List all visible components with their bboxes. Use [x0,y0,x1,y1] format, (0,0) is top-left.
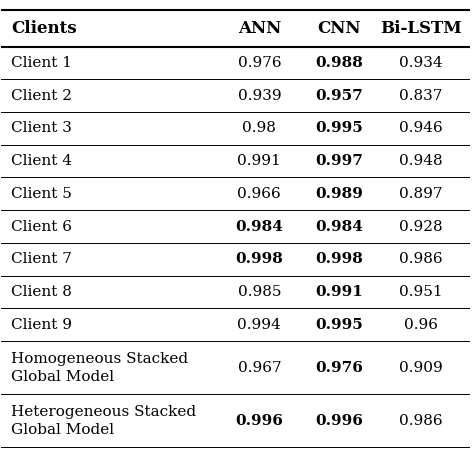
Text: Clients: Clients [11,20,76,37]
Text: 0.946: 0.946 [399,121,443,135]
Text: 0.998: 0.998 [315,252,363,266]
Text: 0.986: 0.986 [399,414,443,428]
Text: 0.998: 0.998 [236,252,283,266]
Text: 0.984: 0.984 [315,220,363,234]
Text: 0.948: 0.948 [399,154,443,168]
Text: CNN: CNN [317,20,361,37]
Text: 0.991: 0.991 [237,154,281,168]
Text: 0.939: 0.939 [237,89,281,103]
Text: 0.991: 0.991 [315,285,363,299]
Text: Client 3: Client 3 [11,121,72,135]
Text: 0.995: 0.995 [315,318,363,332]
Text: 0.976: 0.976 [315,361,363,375]
Text: Global Model: Global Model [11,423,114,437]
Text: Client 7: Client 7 [11,252,72,266]
Text: Client 1: Client 1 [11,56,72,70]
Text: 0.997: 0.997 [315,154,363,168]
Text: 0.985: 0.985 [237,285,281,299]
Text: 0.96: 0.96 [404,318,438,332]
Text: Homogeneous Stacked: Homogeneous Stacked [11,352,188,366]
Text: 0.957: 0.957 [315,89,363,103]
Text: 0.984: 0.984 [236,220,283,234]
Text: 0.966: 0.966 [237,187,281,201]
Text: 0.928: 0.928 [399,220,443,234]
Text: Bi-LSTM: Bi-LSTM [380,20,462,37]
Text: Client 8: Client 8 [11,285,72,299]
Text: 0.967: 0.967 [237,361,281,375]
Text: Client 2: Client 2 [11,89,72,103]
Text: Client 9: Client 9 [11,318,72,332]
Text: 0.996: 0.996 [315,414,363,428]
Text: 0.909: 0.909 [399,361,443,375]
Text: 0.976: 0.976 [237,56,281,70]
Text: 0.951: 0.951 [399,285,443,299]
Text: Client 5: Client 5 [11,187,72,201]
Text: 0.994: 0.994 [237,318,281,332]
Text: Client 6: Client 6 [11,220,72,234]
Text: 0.986: 0.986 [399,252,443,266]
Text: Heterogeneous Stacked: Heterogeneous Stacked [11,405,196,419]
Text: 0.897: 0.897 [400,187,443,201]
Text: Global Model: Global Model [11,370,114,384]
Text: 0.837: 0.837 [400,89,443,103]
Text: 0.989: 0.989 [315,187,363,201]
Text: 0.934: 0.934 [399,56,443,70]
Text: Client 4: Client 4 [11,154,72,168]
Text: 0.995: 0.995 [315,121,363,135]
Text: 0.996: 0.996 [236,414,283,428]
Text: 0.98: 0.98 [242,121,276,135]
Text: 0.988: 0.988 [315,56,363,70]
Text: ANN: ANN [237,20,281,37]
